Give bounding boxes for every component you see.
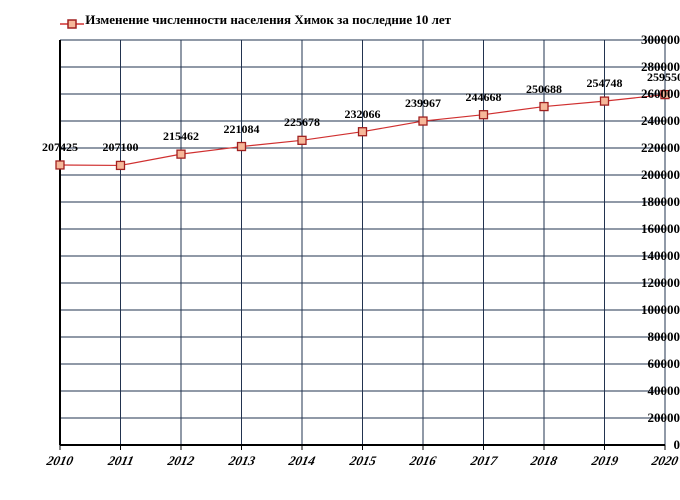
y-tick-label: 100000 xyxy=(626,302,680,318)
y-tick-label: 60000 xyxy=(626,356,680,372)
y-tick-label: 300000 xyxy=(626,32,680,48)
x-tick-label: 2012 xyxy=(166,453,195,469)
y-tick-label: 180000 xyxy=(626,194,680,210)
data-label: 221084 xyxy=(224,122,260,137)
x-tick-label: 2018 xyxy=(529,453,558,469)
x-tick-label: 2020 xyxy=(650,453,679,469)
y-tick-label: 0 xyxy=(626,437,680,453)
y-tick-label: 200000 xyxy=(626,167,680,183)
data-label: 232066 xyxy=(345,107,381,122)
x-tick-label: 2014 xyxy=(287,453,316,469)
data-label: 239967 xyxy=(405,96,441,111)
y-tick-label: 140000 xyxy=(626,248,680,264)
y-tick-label: 220000 xyxy=(626,140,680,156)
y-tick-label: 120000 xyxy=(626,275,680,291)
x-tick-label: 2015 xyxy=(348,453,377,469)
y-tick-label: 260000 xyxy=(626,86,680,102)
data-label: 207100 xyxy=(103,140,139,155)
y-tick-label: 160000 xyxy=(626,221,680,237)
data-label: 207425 xyxy=(42,140,78,155)
x-tick-label: 2013 xyxy=(227,453,256,469)
data-label: 259550 xyxy=(647,70,680,85)
data-label: 225678 xyxy=(284,115,320,130)
x-tick-label: 2017 xyxy=(469,453,498,469)
y-tick-label: 20000 xyxy=(626,410,680,426)
x-tick-label: 2019 xyxy=(590,453,619,469)
chart-plot xyxy=(0,0,680,500)
data-label: 254748 xyxy=(587,76,623,91)
data-label: 250688 xyxy=(526,82,562,97)
y-tick-label: 240000 xyxy=(626,113,680,129)
y-tick-label: 40000 xyxy=(626,383,680,399)
y-tick-label: 80000 xyxy=(626,329,680,345)
x-tick-label: 2011 xyxy=(106,453,135,469)
x-tick-label: 2010 xyxy=(45,453,74,469)
population-chart: Изменение численности населения Химок за… xyxy=(0,0,680,500)
data-label: 215462 xyxy=(163,129,199,144)
x-tick-label: 2016 xyxy=(408,453,437,469)
data-label: 244668 xyxy=(466,90,502,105)
